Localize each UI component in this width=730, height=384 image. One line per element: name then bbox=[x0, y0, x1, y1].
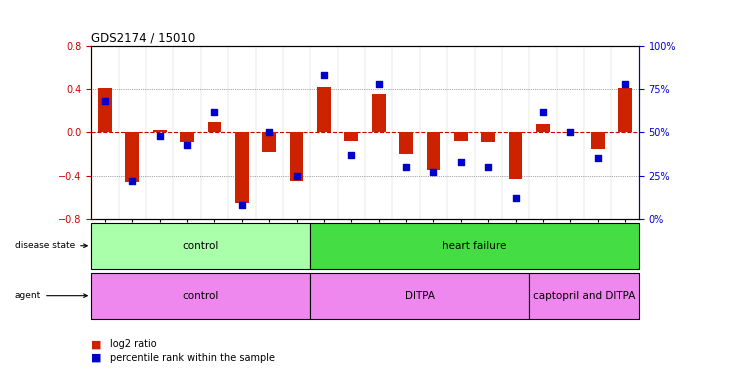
Bar bbox=[262, 132, 276, 152]
Point bbox=[428, 169, 439, 175]
Point bbox=[619, 81, 631, 87]
Bar bbox=[180, 132, 194, 142]
Point bbox=[291, 173, 302, 179]
Text: ■: ■ bbox=[91, 339, 101, 349]
Point bbox=[345, 152, 357, 158]
Text: log2 ratio: log2 ratio bbox=[110, 339, 156, 349]
Bar bbox=[235, 132, 249, 203]
Bar bbox=[310, 223, 639, 269]
Point bbox=[181, 142, 193, 148]
Bar bbox=[290, 132, 304, 181]
Bar bbox=[91, 223, 310, 269]
Text: captopril and DITPA: captopril and DITPA bbox=[533, 291, 635, 301]
Bar bbox=[310, 273, 529, 319]
Bar bbox=[345, 132, 358, 141]
Point bbox=[373, 81, 385, 87]
Point bbox=[154, 133, 166, 139]
Text: disease state: disease state bbox=[15, 241, 87, 250]
Text: heart failure: heart failure bbox=[442, 241, 507, 251]
Text: percentile rank within the sample: percentile rank within the sample bbox=[110, 353, 274, 363]
Bar bbox=[399, 132, 413, 154]
Bar bbox=[98, 88, 112, 132]
Bar bbox=[91, 273, 310, 319]
Bar bbox=[126, 132, 139, 182]
Bar bbox=[207, 122, 221, 132]
Text: control: control bbox=[182, 241, 219, 251]
Point bbox=[483, 164, 494, 170]
Bar bbox=[536, 124, 550, 132]
Text: DITPA: DITPA bbox=[404, 291, 435, 301]
Bar bbox=[426, 132, 440, 170]
Bar bbox=[317, 87, 331, 132]
Point bbox=[99, 98, 111, 104]
Bar bbox=[153, 130, 166, 132]
Bar bbox=[481, 132, 495, 142]
Point bbox=[564, 129, 576, 136]
Point bbox=[318, 73, 330, 79]
Bar bbox=[454, 132, 468, 141]
Bar bbox=[618, 88, 632, 132]
Point bbox=[537, 109, 549, 115]
Point bbox=[126, 178, 138, 184]
Point bbox=[455, 159, 466, 165]
Point bbox=[592, 155, 604, 161]
Point bbox=[209, 109, 220, 115]
Text: ■: ■ bbox=[91, 353, 101, 363]
Point bbox=[236, 202, 247, 208]
Text: GDS2174 / 15010: GDS2174 / 15010 bbox=[91, 32, 196, 45]
Bar bbox=[529, 273, 639, 319]
Text: control: control bbox=[182, 291, 219, 301]
Point bbox=[510, 195, 521, 201]
Bar bbox=[509, 132, 523, 179]
Bar bbox=[372, 94, 385, 132]
Bar bbox=[591, 132, 604, 149]
Point bbox=[400, 164, 412, 170]
Point bbox=[264, 129, 275, 136]
Text: agent: agent bbox=[15, 291, 87, 300]
